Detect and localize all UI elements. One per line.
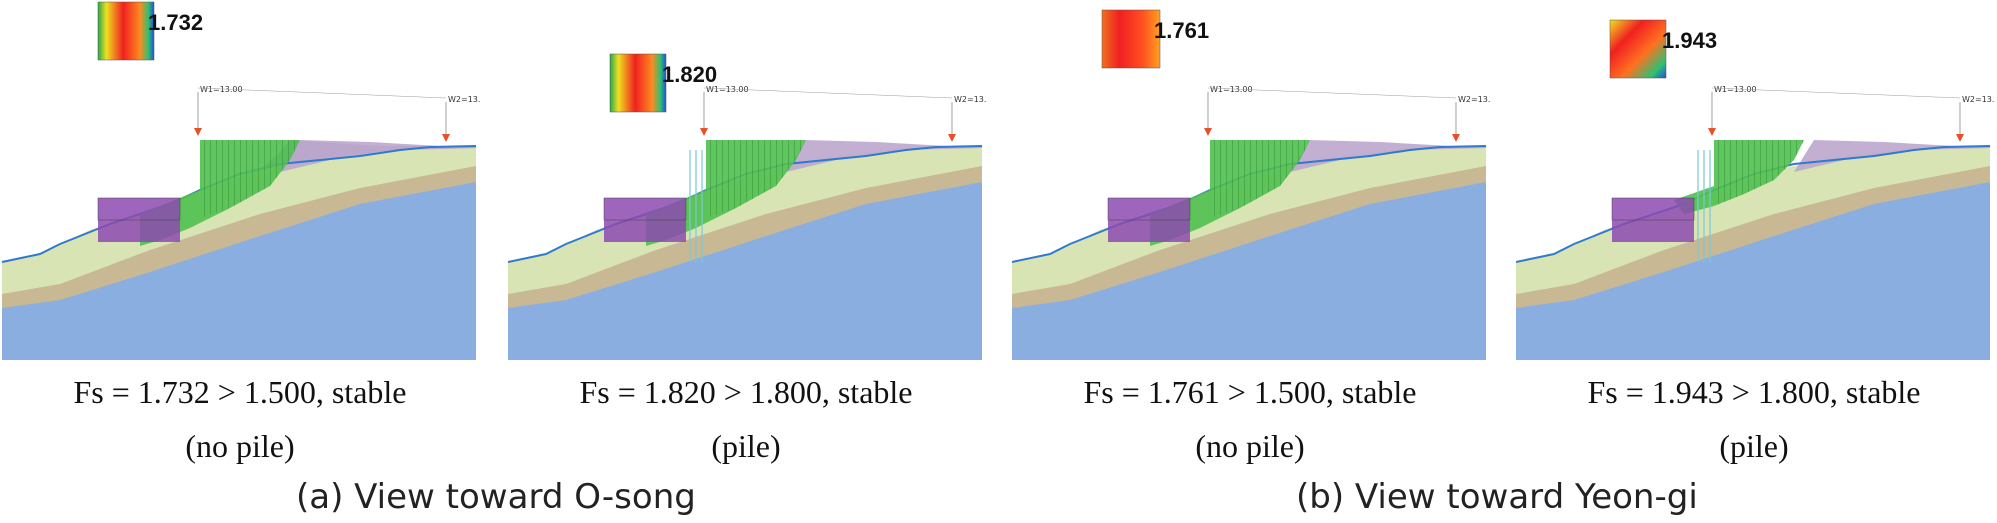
weathered-rock-layer <box>2 162 476 308</box>
panel-2: 1.820 W1=13.00 W2=13.00 Fs = 1.8 <box>506 0 986 464</box>
load-arrow-w1 <box>1204 128 1212 136</box>
slip-slices <box>1210 140 1310 218</box>
fs-value-label: 1.820 <box>662 62 717 87</box>
load-span-line <box>703 87 953 99</box>
load-span-line <box>197 87 447 99</box>
bedrock-layer <box>1012 176 1486 360</box>
slope-diagram: 1.732 W1=13.00 W2=13.00 <box>1 1 480 360</box>
slope-diagram: 1.943 W1=13.00 W2=13.00 <box>1515 19 1994 360</box>
load-label-w1: W1=13.00 <box>706 85 749 94</box>
bedrock-layer <box>2 176 476 360</box>
load-span-line <box>1207 87 1457 99</box>
slope-diagram: 1.820 W1=13.00 W2=13.00 <box>507 53 986 360</box>
load-label-w1: W1=13.00 <box>200 85 243 94</box>
fs-value-label: 1.732 <box>148 10 203 35</box>
load-label-w2: W2=13.00 <box>954 95 986 104</box>
fs-result: Fs = 1.820 > 1.800, stable <box>579 374 913 410</box>
load-arrow-w2 <box>948 134 956 142</box>
weathered-rock-layer <box>1516 162 1990 308</box>
structure-grid <box>1611 197 1695 221</box>
load-label-w2: W2=13.00 <box>448 95 480 104</box>
bedrock-layer <box>1516 176 1990 360</box>
load-arrow-w2 <box>1452 134 1460 142</box>
pile-group <box>1697 150 1711 262</box>
slope-section-2: 1.820 W1=13.00 W2=13.00 <box>506 0 986 370</box>
load-arrow-w2 <box>442 134 450 142</box>
load-arrow-w2 <box>1956 134 1964 142</box>
soil-layer <box>508 146 982 294</box>
caption-a: (a) View toward O-song <box>296 477 696 517</box>
slip-slices <box>200 140 300 218</box>
weathered-rock-layer <box>1012 162 1486 308</box>
load-span-line <box>1711 87 1961 99</box>
load-arrow-w1 <box>194 128 202 136</box>
panel-4: 1.943 W1=13.00 W2=13.00 Fs = 1.943 > 1. <box>1514 0 1994 464</box>
slope-diagram: 1.761 W1=13.00 W2=13.00 <box>1011 9 1490 360</box>
load-arrow-w1 <box>700 128 708 136</box>
pile-group <box>689 150 703 262</box>
contour-thumbnail <box>97 1 155 61</box>
load-label-w1: W1=13.00 <box>1714 85 1757 94</box>
load-arrow-w1 <box>1708 128 1716 136</box>
slope-section-1: 1.732 W1=13.00 W2=13.00 <box>0 0 480 370</box>
pile-condition: (no pile) <box>185 428 295 464</box>
contour-thumbnail <box>1101 9 1161 69</box>
panel-3: 1.761 W1=13.00 W2=13.00 Fs = 1.761 > 1.5… <box>1010 0 1490 464</box>
slip-slices <box>706 140 806 218</box>
contour-thumbnail <box>609 53 667 113</box>
fs-value-label: 1.943 <box>1662 28 1717 53</box>
load-label-w2: W2=13.00 <box>1962 95 1994 104</box>
soil-layer <box>1012 146 1486 294</box>
structure-grid <box>1107 197 1191 221</box>
contour-thumbnail <box>1609 19 1667 79</box>
structure-grid <box>603 197 687 221</box>
fs-value-label: 1.761 <box>1154 18 1209 43</box>
pile-condition: (pile) <box>711 428 781 464</box>
pile-condition: (pile) <box>1719 428 1789 464</box>
slip-slices <box>1714 140 1804 206</box>
structure-grid <box>97 197 181 221</box>
fs-result: Fs = 1.761 > 1.500, stable <box>1083 374 1417 410</box>
load-label-w2: W2=13.00 <box>1458 95 1490 104</box>
soil-layer <box>1516 146 1990 294</box>
panel-1: 1.732 W1=13.00 W2=13.00 <box>0 0 480 464</box>
caption-b: (b) View toward Yeon-gi <box>1296 477 1698 517</box>
slope-section-4: 1.943 W1=13.00 W2=13.00 <box>1514 0 1994 370</box>
fs-result: Fs = 1.732 > 1.500, stable <box>73 374 407 410</box>
load-label-w1: W1=13.00 <box>1210 85 1253 94</box>
bedrock-layer <box>508 176 982 360</box>
slope-section-3: 1.761 W1=13.00 W2=13.00 <box>1010 0 1490 370</box>
fs-result: Fs = 1.943 > 1.800, stable <box>1587 374 1921 410</box>
weathered-rock-layer <box>508 162 982 308</box>
pile-condition: (no pile) <box>1195 428 1305 464</box>
soil-layer <box>2 146 476 294</box>
